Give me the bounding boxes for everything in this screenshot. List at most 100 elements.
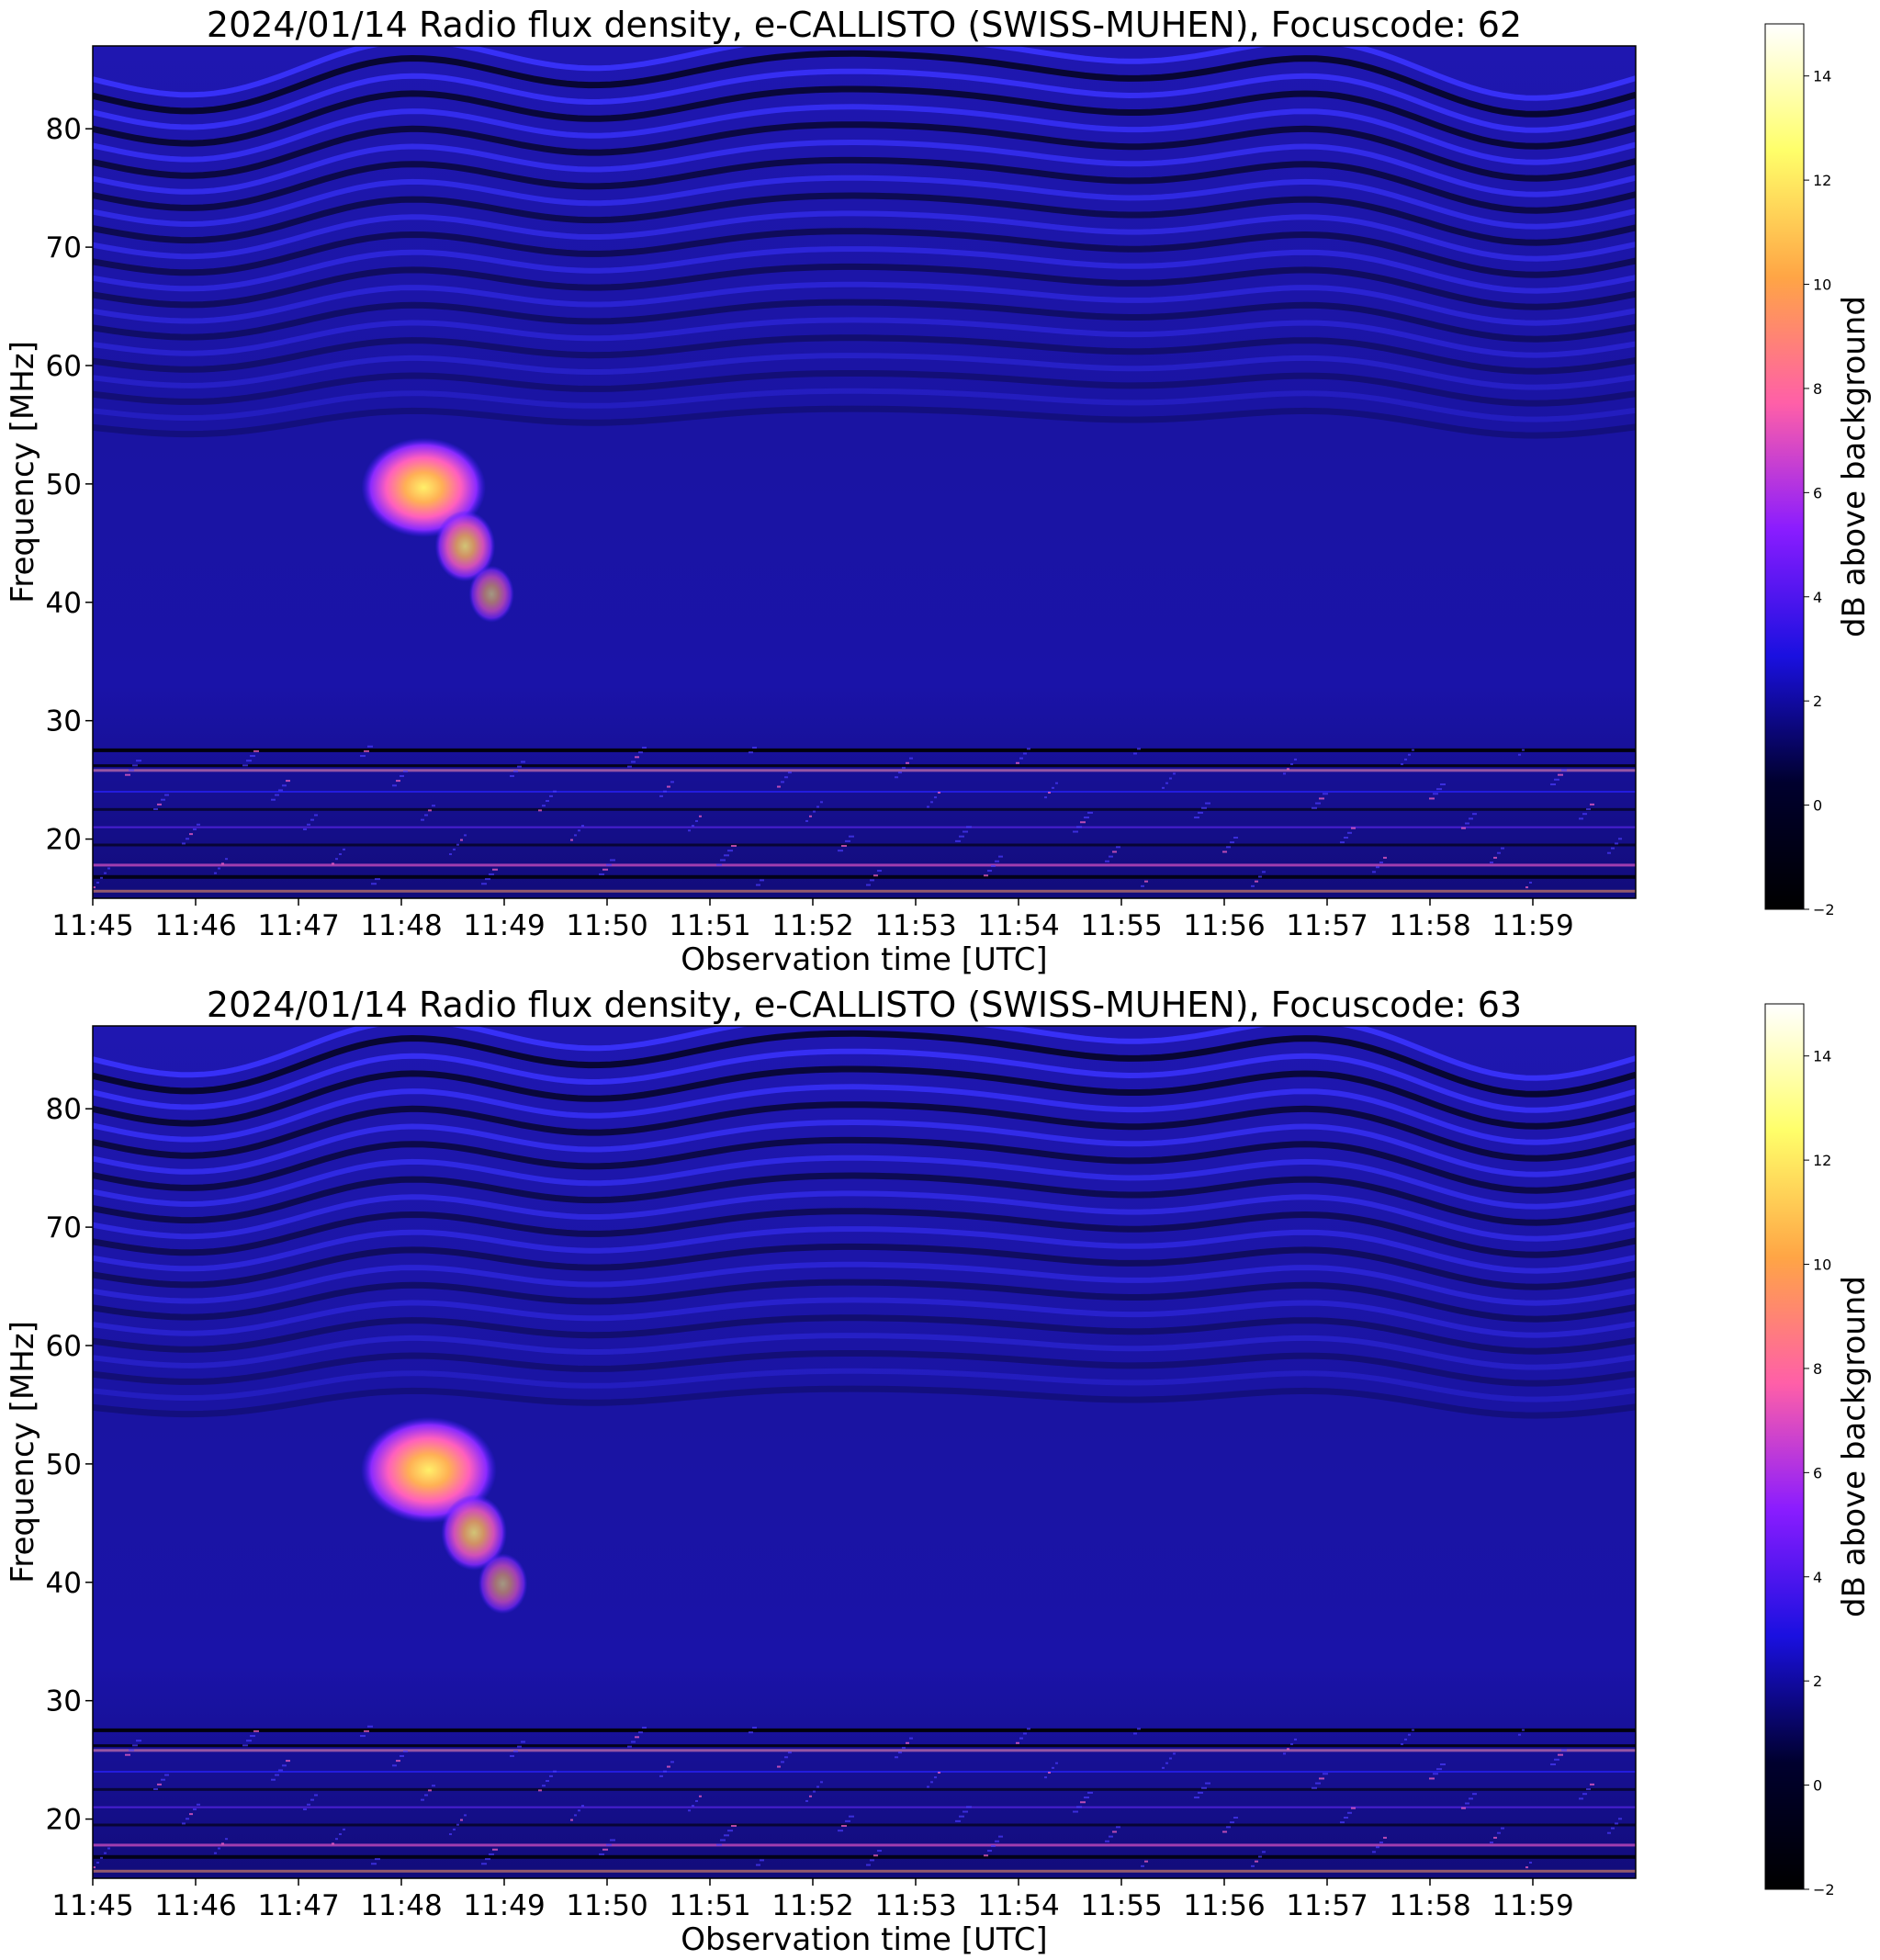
rfi-speck xyxy=(517,765,522,768)
rfi-speck xyxy=(1076,1806,1082,1808)
rfi-speck xyxy=(570,1819,573,1821)
interference-bands xyxy=(93,46,1636,439)
rfi-speck xyxy=(1112,1830,1117,1833)
rfi-speck xyxy=(820,801,823,804)
rfi-speck xyxy=(282,784,287,787)
rfi-speck xyxy=(428,809,432,812)
rfi-speck xyxy=(1344,1816,1348,1819)
rfi-speck xyxy=(820,1781,823,1784)
rfi-speck xyxy=(1340,841,1345,844)
rfi-speck xyxy=(1023,1732,1027,1735)
rfi-speck xyxy=(1379,1842,1383,1844)
rfi-speck xyxy=(1258,1855,1262,1858)
rfi-speck xyxy=(749,751,753,754)
rfi-speck xyxy=(695,1799,698,1802)
rfi-speck xyxy=(813,1790,816,1793)
y-tick-label: 40 xyxy=(46,587,82,620)
rfi-speck xyxy=(396,1760,400,1763)
rfi-speck xyxy=(1258,875,1262,878)
colorbar-gradient xyxy=(1764,23,1805,910)
rfi-speck xyxy=(1076,826,1082,828)
rfi-speck xyxy=(777,1765,781,1768)
rfi-speck xyxy=(1255,1860,1258,1863)
rfi-speck xyxy=(553,1770,557,1773)
rfi-speck xyxy=(663,790,667,793)
rfi-speck xyxy=(513,1750,518,1752)
rfi-speck xyxy=(638,1731,643,1734)
rfi-speck xyxy=(1440,1763,1446,1765)
interference-band xyxy=(93,1297,1636,1338)
interference-band xyxy=(93,1101,1636,1162)
rfi-speck xyxy=(221,1842,224,1845)
y-tick-label: 30 xyxy=(46,705,82,738)
rfi-speck xyxy=(186,1818,189,1820)
rfi-speck xyxy=(1165,782,1168,784)
rfi-speck xyxy=(460,839,463,841)
rfi-speck xyxy=(517,1745,522,1748)
rfi-speck xyxy=(432,1785,435,1787)
rfi-speck xyxy=(271,798,276,801)
rfi-speck xyxy=(1607,851,1611,854)
rfi-speck xyxy=(136,1740,141,1742)
rfi-speck xyxy=(1087,811,1093,814)
rfi-speck xyxy=(1554,778,1559,781)
rfi-speck xyxy=(1311,1786,1317,1789)
interference-band xyxy=(93,1026,1636,1081)
rfi-speck xyxy=(642,747,647,749)
rfi-speck xyxy=(253,749,259,752)
rfi-speck xyxy=(107,867,110,870)
rfi-speck xyxy=(364,1729,369,1732)
rfi-speck xyxy=(1319,797,1324,800)
rfi-speck xyxy=(1461,827,1466,829)
rfi-speck xyxy=(157,1783,162,1785)
rfi-speck xyxy=(845,1819,850,1822)
rfi-speck xyxy=(375,878,380,881)
rfi-speck xyxy=(1469,1797,1473,1800)
y-axis-label: Frequency [MHz] xyxy=(5,1321,41,1583)
rfi-speck xyxy=(392,1764,397,1767)
x-tick-label: 11:50 xyxy=(566,909,647,942)
rfi-speck xyxy=(161,1778,165,1781)
rfi-line xyxy=(93,1771,1636,1773)
rfi-speck xyxy=(1433,793,1438,795)
rfi-speck xyxy=(464,834,467,837)
rfi-speck xyxy=(189,1813,193,1816)
rfi-lines xyxy=(93,1725,1636,1873)
rfi-speck xyxy=(927,805,929,808)
rfi-speck xyxy=(1315,1782,1321,1785)
spectrogram-panel-62: 2024/01/14 Radio flux density, e-CALLIST… xyxy=(5,5,1873,978)
y-axis-label: Frequency [MHz] xyxy=(5,341,41,603)
interference-band xyxy=(93,1368,1636,1402)
axes: 11:45 11:46 11:47 11:48 11:49 11:50 11:51 11:52… xyxy=(46,1025,1637,1922)
rfi-speck xyxy=(1226,1826,1231,1829)
rfi-speck xyxy=(1262,1851,1266,1853)
rfi-speck xyxy=(1436,788,1442,791)
rfi-speck xyxy=(546,800,549,803)
rfi-speck xyxy=(1144,880,1148,883)
rfi-speck xyxy=(1561,769,1567,772)
rfi-speck xyxy=(314,1794,318,1797)
chart-svg: 2024/01/14 Radio flux density, e-CALLIST… xyxy=(5,5,1873,978)
rfi-speck xyxy=(724,1834,729,1837)
x-tick-label: 11:58 xyxy=(1389,1889,1470,1922)
colorbar-tick-label: 2 xyxy=(1813,1673,1822,1690)
rfi-speck xyxy=(1027,1728,1030,1730)
rfi-speck xyxy=(1493,1836,1497,1839)
x-tick-label: 11:48 xyxy=(360,1889,442,1922)
chart-title: 2024/01/14 Radio flux density, e-CALLIST… xyxy=(207,985,1522,1025)
rfi-speck xyxy=(1141,884,1144,887)
colorbar-label: dB above background xyxy=(1836,296,1873,637)
x-tick-label: 11:53 xyxy=(874,1889,956,1922)
rfi-speck xyxy=(1087,1791,1093,1794)
rfi-speck xyxy=(692,825,694,828)
rfi-speck xyxy=(182,1822,186,1825)
rfi-speck xyxy=(1222,1830,1227,1833)
rfi-speck xyxy=(278,1769,283,1772)
rfi-speck xyxy=(1137,748,1141,750)
y-tick-label: 70 xyxy=(46,1211,82,1245)
rfi-speck xyxy=(1109,855,1113,858)
rfi-speck xyxy=(1084,817,1089,819)
rfi-speck xyxy=(731,845,737,847)
rfi-speck xyxy=(670,1761,674,1763)
rfi-speck xyxy=(602,1848,608,1851)
